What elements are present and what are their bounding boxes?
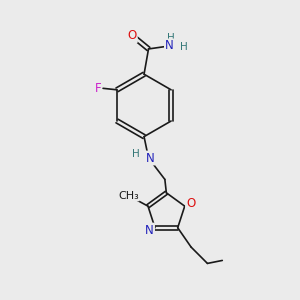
Text: O: O	[128, 29, 137, 42]
Text: H: H	[180, 43, 188, 52]
Text: N: N	[165, 40, 174, 52]
Text: H: H	[167, 33, 175, 43]
Text: N: N	[146, 152, 154, 164]
Text: CH₃: CH₃	[118, 191, 139, 201]
Text: O: O	[186, 197, 195, 210]
Text: F: F	[94, 82, 101, 95]
Text: H: H	[132, 149, 140, 160]
Text: N: N	[145, 224, 154, 237]
